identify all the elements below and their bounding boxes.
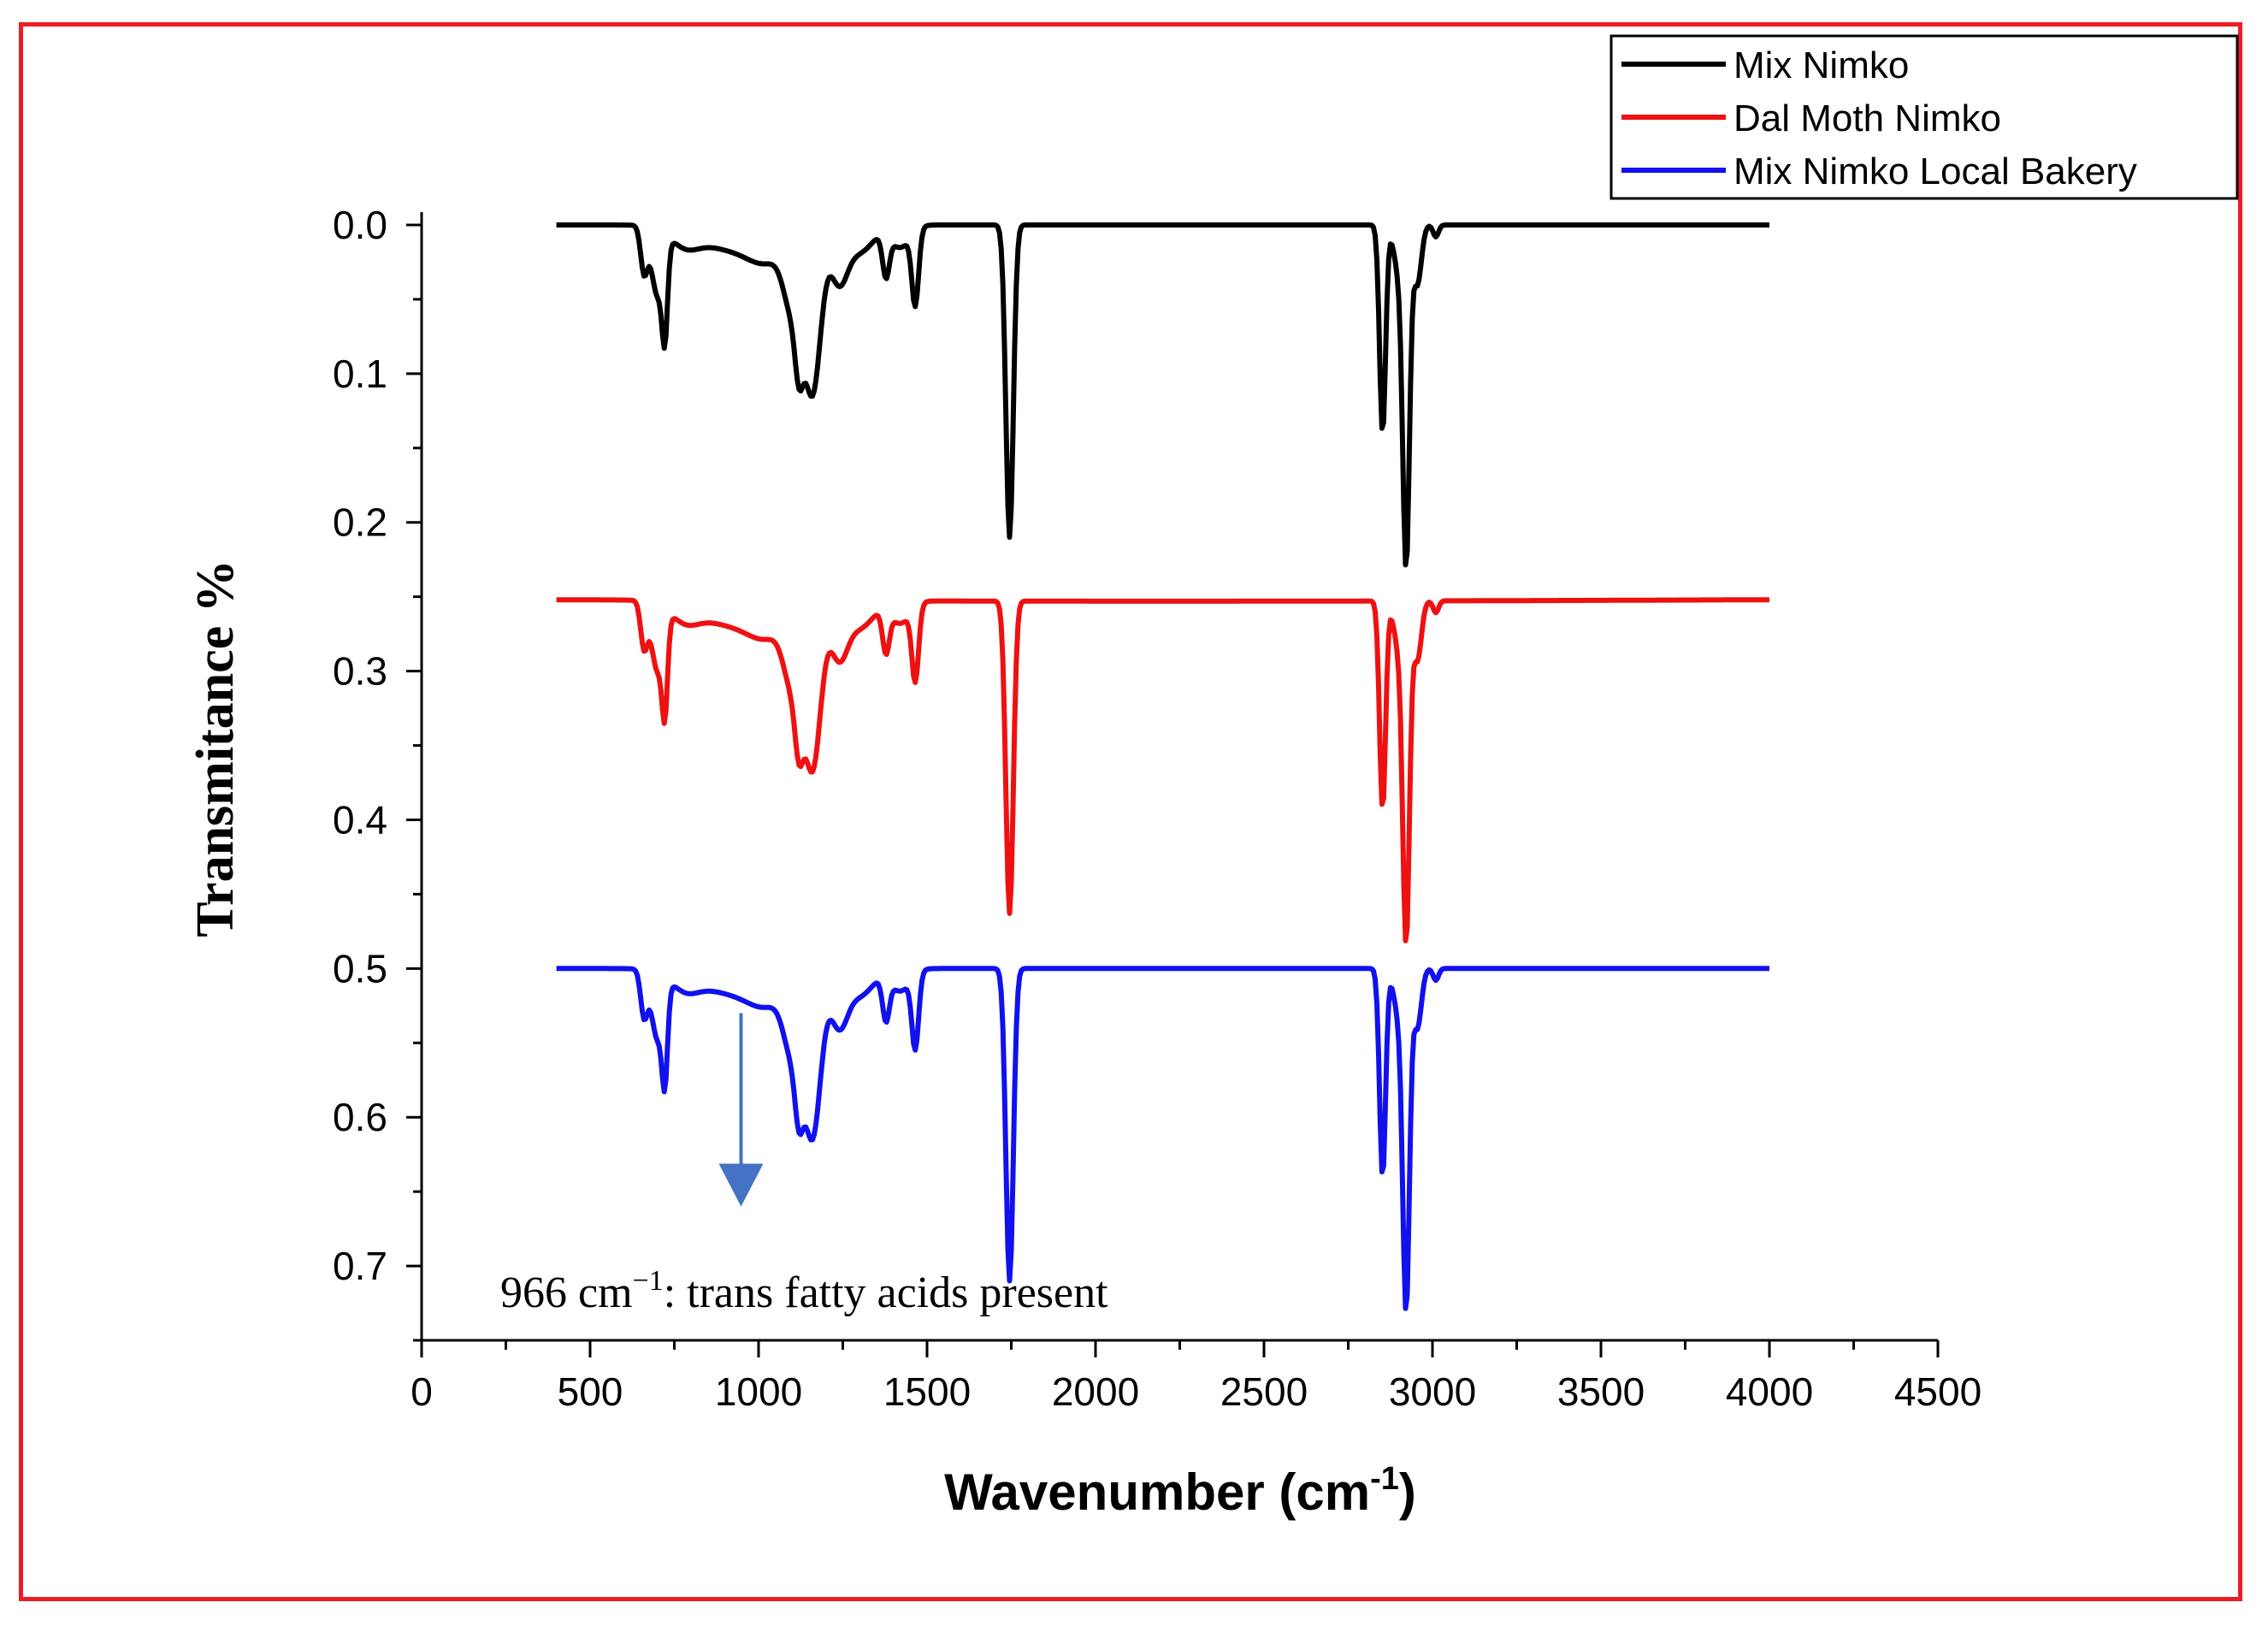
x-tick-label: 4500: [1894, 1369, 1982, 1414]
figure-border: [19, 22, 2242, 1601]
series-line-mix-nimko: [555, 222, 1770, 568]
legend-label-mix-nimko: Mix Nimko: [1733, 44, 1909, 86]
legend: Mix Nimko Dal Moth Nimko Mix Nimko Local…: [1609, 34, 2239, 200]
series-lines: [555, 222, 1770, 1311]
legend-label-dal-moth-nimko: Dal Moth Nimko: [1733, 98, 2001, 139]
x-tick-label: 0: [410, 1369, 433, 1414]
y-axis-title: Transmitance %: [186, 559, 245, 937]
x-axis-title: Wavenumber (cm-1): [944, 1461, 1416, 1521]
legend-label-mix-nimko-local-bakery: Mix Nimko Local Bakery: [1733, 151, 2137, 192]
legend-entry-mix-nimko: Mix Nimko: [1621, 44, 1909, 86]
y-tick-label: 0.0: [333, 203, 387, 247]
x-tick-label: 1000: [715, 1369, 802, 1414]
series-line-dal-moth-nimko: [555, 597, 1770, 943]
x-tick-label: 3000: [1389, 1369, 1476, 1414]
legend-entry-mix-nimko-local-bakery: Mix Nimko Local Bakery: [1621, 151, 2137, 192]
y-tick-label: 0.1: [333, 352, 387, 396]
y-tick-label: 0.5: [333, 946, 387, 990]
x-tick-label: 2000: [1052, 1369, 1139, 1414]
annotation-arrow-head: [718, 1163, 764, 1207]
annotation-label: 966 cm−1: trans fatty acids present: [500, 1265, 1108, 1317]
axes: 0 500 1000 1500 2000 2500 3000 3500 4000 4500 0.0 0…: [333, 203, 1982, 1414]
legend-entry-dal-moth-nimko: Dal Moth Nimko: [1621, 98, 2001, 139]
y-tick-label: 0.2: [333, 500, 387, 545]
y-tick-label: 0.3: [333, 649, 387, 694]
x-tick-label: 1500: [883, 1369, 971, 1414]
x-tick-label: 3500: [1557, 1369, 1645, 1414]
y-tick-label: 0.4: [333, 797, 387, 842]
x-tick-label: 2500: [1220, 1369, 1308, 1414]
annotation: 966 cm−1: trans fatty acids present: [500, 1013, 1108, 1317]
y-tick-label: 0.6: [333, 1095, 387, 1139]
series-line-mix-nimko-local-bakery: [555, 966, 1770, 1311]
x-tick-label: 500: [558, 1369, 623, 1414]
x-tick-label: 4000: [1726, 1369, 1813, 1414]
y-tick-label: 0.7: [333, 1244, 387, 1288]
